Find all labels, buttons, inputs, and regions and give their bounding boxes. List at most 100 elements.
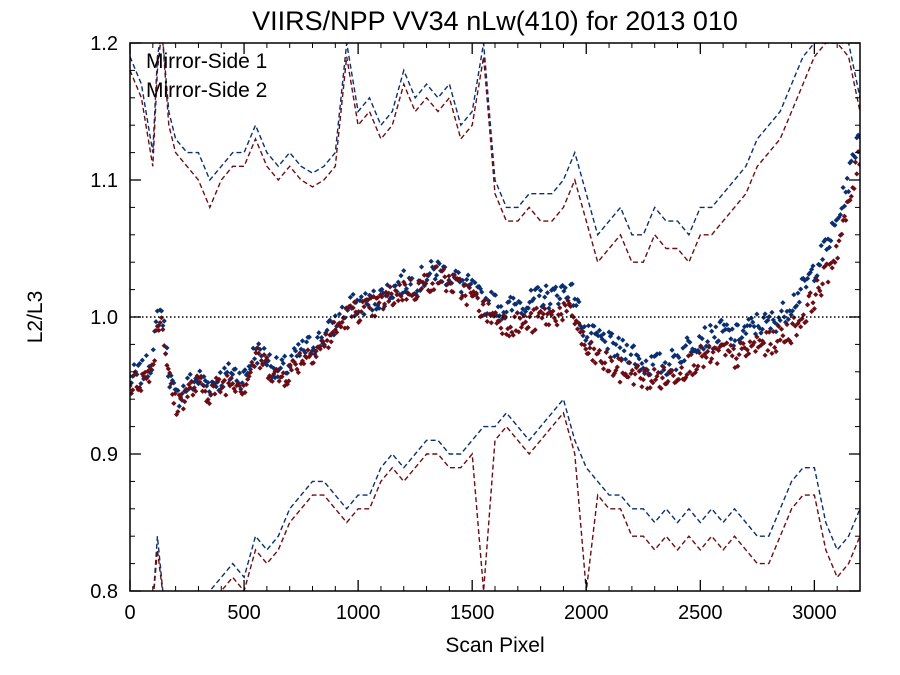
- series-mirror-side-1-point: [171, 380, 177, 386]
- series-mirror-side-2-point: [198, 373, 204, 379]
- series-mirror-side-2-point: [216, 376, 222, 382]
- series-mirror-side-1-point: [175, 387, 181, 394]
- series-mirror-side-1-point: [130, 380, 134, 386]
- series-mirror-side-2-point: [366, 305, 373, 311]
- series-mirror-side-1-point: [417, 287, 423, 294]
- series-mirror-side-2-point: [421, 272, 427, 278]
- series-mirror-side-1-point: [789, 308, 796, 314]
- series-mirror-side-1-point: [824, 246, 830, 253]
- series-mirror-side-1-point: [751, 323, 757, 330]
- series-mirror-side-1-point: [561, 288, 567, 294]
- series-mirror-side-1-point: [520, 306, 526, 312]
- series-mirror-side-2-point: [294, 366, 300, 372]
- series-mirror-side-2-point: [484, 318, 490, 325]
- series-mirror-side-2-point: [429, 280, 436, 287]
- series-mirror-side-2-point: [577, 329, 583, 335]
- series-mirror-side-1-point: [796, 299, 802, 305]
- series-mirror-side-2-point: [814, 277, 820, 283]
- series-mirror-side-1-point: [721, 322, 727, 328]
- series-mirror-side-1-point: [277, 365, 284, 371]
- series-mirror-side-2-point: [446, 273, 452, 279]
- series-mirror-side-2-point: [473, 290, 479, 296]
- series-mirror-side-2-point: [345, 325, 351, 331]
- series-mirror-side-2-point: [301, 361, 307, 367]
- series-mirror-side-2-point: [843, 217, 849, 223]
- series-mirror-side-2-point: [543, 321, 549, 328]
- series-mirror-side-2-point: [525, 324, 531, 330]
- series-mirror-side-1-point: [522, 308, 529, 315]
- series-mirror-side-2-point: [171, 400, 177, 406]
- series-mirror-side-2-point: [788, 340, 794, 346]
- series-mirror-side-2-point: [800, 312, 807, 318]
- series-mirror-side-1-point: [631, 343, 637, 349]
- series-mirror-side-1-point: [316, 330, 322, 336]
- series-mirror-side-1-point: [193, 375, 199, 382]
- series-mirror-side-2-point: [824, 261, 830, 267]
- series-mirror-side-1-point: [465, 272, 471, 278]
- series-mirror-side-1-point: [622, 356, 629, 362]
- series-mirror-side-1-point: [739, 335, 745, 341]
- series-mirror-side-1-point: [809, 266, 815, 272]
- series-mirror-side-1-point: [811, 278, 817, 284]
- series-mirror-side-2-point: [518, 324, 525, 330]
- series-mirror-side-2-point: [398, 293, 404, 299]
- series-mirror-side-2-point: [792, 323, 798, 329]
- series-mirror-side-2-point: [591, 346, 597, 352]
- series-mirror-side-2-point: [751, 339, 757, 345]
- series-mirror-side-1-point: [588, 330, 594, 336]
- series-mirror-side-2-point: [434, 264, 440, 270]
- series-mirror-side-1-point: [273, 354, 280, 361]
- series-mirror-side-2-point: [618, 357, 624, 364]
- series-mirror-side-2-point: [130, 390, 134, 397]
- series-mirror-side-1-point: [581, 324, 588, 330]
- series-mirror-side-1-point: [787, 308, 793, 314]
- series-mirror-side-2-point: [178, 396, 184, 402]
- series-mirror-side-2-point: [261, 352, 267, 358]
- series-mirror-side-1-point: [409, 275, 415, 281]
- series-mirror-side-1-point: [392, 283, 399, 289]
- series-mirror-side-1-point: [492, 292, 499, 298]
- series-mirror-side-2-point: [773, 348, 779, 355]
- series-mirror-side-1-point: [832, 222, 838, 228]
- series-mirror-side-1-lower-line: [153, 397, 860, 591]
- series-mirror-side-2-point: [417, 278, 423, 284]
- series-mirror-side-2-point: [576, 320, 582, 326]
- series-mirror-side-2-point: [694, 366, 700, 373]
- series-mirror-side-1-point: [565, 294, 571, 301]
- series-mirror-side-1-point: [158, 308, 165, 314]
- series-mirror-side-1-point: [453, 268, 459, 274]
- series-mirror-side-2-point: [375, 294, 381, 301]
- series-mirror-side-1-point: [472, 279, 478, 286]
- series-mirror-side-2-point: [368, 295, 374, 301]
- series-mirror-side-2-point: [152, 358, 158, 364]
- series-mirror-side-1-point: [179, 397, 185, 403]
- series-mirror-side-1-point: [486, 298, 492, 304]
- series-mirror-side-2-point: [598, 358, 604, 364]
- x-tick-label: 1500: [450, 602, 495, 624]
- series-mirror-side-2-point: [220, 379, 226, 385]
- series-mirror-side-1-point: [747, 323, 753, 329]
- series-mirror-side-1-point: [800, 275, 807, 282]
- series-mirror-side-2-point: [651, 366, 657, 372]
- series-mirror-side-2-point: [770, 328, 776, 335]
- series-mirror-side-2-point: [154, 323, 160, 329]
- series-mirror-side-2-point: [305, 347, 311, 353]
- series-mirror-side-1-point: [169, 377, 176, 384]
- series-mirror-side-2-point: [165, 366, 171, 372]
- series-mirror-side-1-point: [477, 286, 483, 292]
- series-mirror-side-2-point: [819, 281, 826, 287]
- series-mirror-side-1-point: [206, 389, 212, 395]
- series-mirror-side-1-point: [479, 289, 485, 295]
- series-mirror-side-1-point: [143, 352, 150, 359]
- series-mirror-side-2-point: [840, 217, 846, 223]
- series-mirror-side-2-point: [783, 338, 789, 345]
- series-mirror-side-2-point: [759, 338, 765, 344]
- series-mirror-side-2-point: [528, 310, 534, 316]
- series-mirror-side-2-point: [194, 373, 200, 379]
- series-mirror-side-2-point: [258, 357, 264, 364]
- series-mirror-side-2-point: [338, 323, 344, 330]
- series-mirror-side-1-point: [709, 328, 715, 334]
- series-mirror-side-2-point: [175, 409, 181, 415]
- series-mirror-side-1-point: [506, 299, 512, 305]
